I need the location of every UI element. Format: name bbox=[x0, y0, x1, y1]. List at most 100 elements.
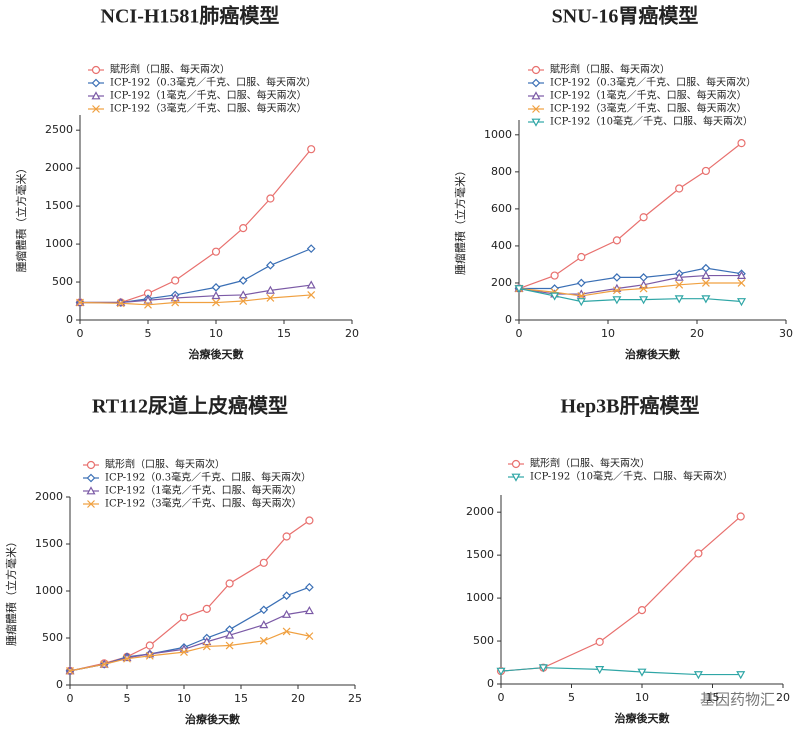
marker bbox=[171, 298, 180, 307]
legend-marker bbox=[531, 65, 541, 75]
marker bbox=[179, 613, 189, 622]
watermark: 基因药物汇 bbox=[700, 691, 775, 709]
marker bbox=[612, 286, 621, 295]
x-tick-label: 0 bbox=[77, 327, 84, 340]
marker bbox=[282, 627, 291, 636]
y-tick-label: 0 bbox=[56, 678, 63, 691]
x-tick-label: 25 bbox=[348, 692, 362, 705]
marker bbox=[674, 272, 684, 281]
marker bbox=[701, 270, 711, 279]
marker bbox=[225, 630, 235, 639]
marker bbox=[514, 285, 524, 294]
marker bbox=[675, 184, 684, 193]
y-tick-label: 1000 bbox=[45, 237, 73, 250]
x-tick-label: 0 bbox=[67, 692, 74, 705]
series-line bbox=[69, 630, 310, 672]
marker bbox=[225, 641, 234, 650]
marker bbox=[737, 139, 746, 148]
marker bbox=[145, 641, 154, 650]
marker bbox=[265, 285, 275, 294]
marker bbox=[675, 280, 684, 289]
series-line bbox=[500, 667, 741, 676]
legend-label: ICP-192（3毫克／千克、口服、每天兩次） bbox=[110, 102, 307, 115]
series-line bbox=[518, 274, 742, 295]
x-tick-label: 10 bbox=[177, 692, 191, 705]
x-tick-label: 10 bbox=[601, 327, 615, 340]
series-line bbox=[500, 516, 742, 672]
marker bbox=[576, 278, 586, 288]
legend-label: ICP-192（3毫克／千克、口服、每天兩次） bbox=[105, 497, 302, 510]
x-tick-label: 20 bbox=[776, 691, 790, 704]
marker bbox=[259, 636, 268, 645]
y-tick-label: 1000 bbox=[35, 584, 63, 597]
marker bbox=[306, 244, 316, 253]
marker bbox=[496, 667, 506, 676]
legend-marker bbox=[86, 460, 96, 470]
x-axis-label: 治療後天數 bbox=[615, 711, 670, 725]
y-axis-label: 腫瘤體積（立方毫米） bbox=[4, 536, 18, 646]
legend-marker bbox=[531, 118, 541, 127]
legend-marker bbox=[532, 105, 540, 113]
x-tick-label: 0 bbox=[516, 327, 523, 340]
y-tick-label: 1500 bbox=[466, 548, 494, 561]
marker bbox=[701, 166, 711, 176]
marker bbox=[304, 606, 314, 615]
marker bbox=[701, 279, 710, 287]
marker bbox=[180, 648, 188, 657]
y-tick-label: 500 bbox=[52, 275, 73, 288]
legend-label: ICP-192（1毫克／千克、口服、每天兩次） bbox=[105, 484, 302, 497]
y-tick-label: 1500 bbox=[35, 537, 63, 550]
y-tick-label: 500 bbox=[42, 631, 63, 644]
legend-label: 賦形劑（口服、每天兩次） bbox=[110, 63, 230, 76]
legend-marker bbox=[87, 500, 95, 508]
x-tick-label: 10 bbox=[209, 327, 223, 340]
marker bbox=[170, 293, 180, 302]
marker bbox=[305, 582, 314, 592]
marker bbox=[639, 273, 648, 282]
legend-label: ICP-192（1毫克／千克、口服、每天兩次） bbox=[110, 89, 307, 102]
y-tick-label: 2500 bbox=[45, 123, 73, 136]
marker bbox=[202, 642, 211, 651]
marker bbox=[116, 299, 125, 308]
x-tick-label: 20 bbox=[291, 692, 305, 705]
marker bbox=[76, 298, 84, 307]
y-axis-label: 腫瘤體積（立方毫米） bbox=[14, 163, 28, 273]
marker bbox=[171, 276, 180, 285]
y-tick-label: 1000 bbox=[466, 591, 494, 604]
x-tick-label: 20 bbox=[345, 327, 359, 340]
marker bbox=[100, 660, 109, 669]
marker bbox=[266, 194, 275, 203]
marker bbox=[674, 295, 684, 304]
chart-title: NCI-H1581肺癌模型 bbox=[101, 4, 280, 28]
x-tick-label: 15 bbox=[277, 327, 291, 340]
marker bbox=[238, 290, 248, 299]
x-tick-label: 5 bbox=[568, 691, 575, 704]
legend-label: 賦形劑（口服、每天兩次） bbox=[550, 63, 670, 76]
legend-marker bbox=[531, 91, 541, 100]
chart-title: RT112尿道上皮癌模型 bbox=[92, 394, 288, 418]
x-tick-label: 0 bbox=[498, 691, 505, 704]
marker bbox=[212, 298, 220, 307]
marker bbox=[576, 298, 586, 307]
legend-label: 賦形劑（口服、每天兩次） bbox=[105, 458, 225, 471]
y-tick-label: 200 bbox=[491, 276, 512, 289]
x-axis-label: 治療後天數 bbox=[189, 347, 244, 361]
legend-label: ICP-192（1毫克／千克、口服、每天兩次） bbox=[550, 89, 747, 102]
y-tick-label: 2000 bbox=[45, 161, 73, 174]
series-line bbox=[79, 294, 312, 306]
series-line bbox=[69, 520, 310, 672]
marker bbox=[211, 283, 221, 292]
marker bbox=[305, 632, 314, 641]
chart-title: SNU-16胃癌模型 bbox=[552, 4, 699, 28]
marker bbox=[266, 294, 275, 302]
marker bbox=[239, 297, 248, 305]
y-tick-label: 0 bbox=[487, 677, 494, 690]
marker bbox=[282, 532, 291, 541]
y-tick-label: 2000 bbox=[466, 505, 494, 518]
y-tick-label: 1500 bbox=[45, 199, 73, 212]
series-line bbox=[518, 142, 742, 290]
marker bbox=[701, 263, 711, 273]
marker bbox=[282, 591, 291, 601]
marker bbox=[639, 296, 649, 305]
series-line bbox=[69, 586, 310, 672]
